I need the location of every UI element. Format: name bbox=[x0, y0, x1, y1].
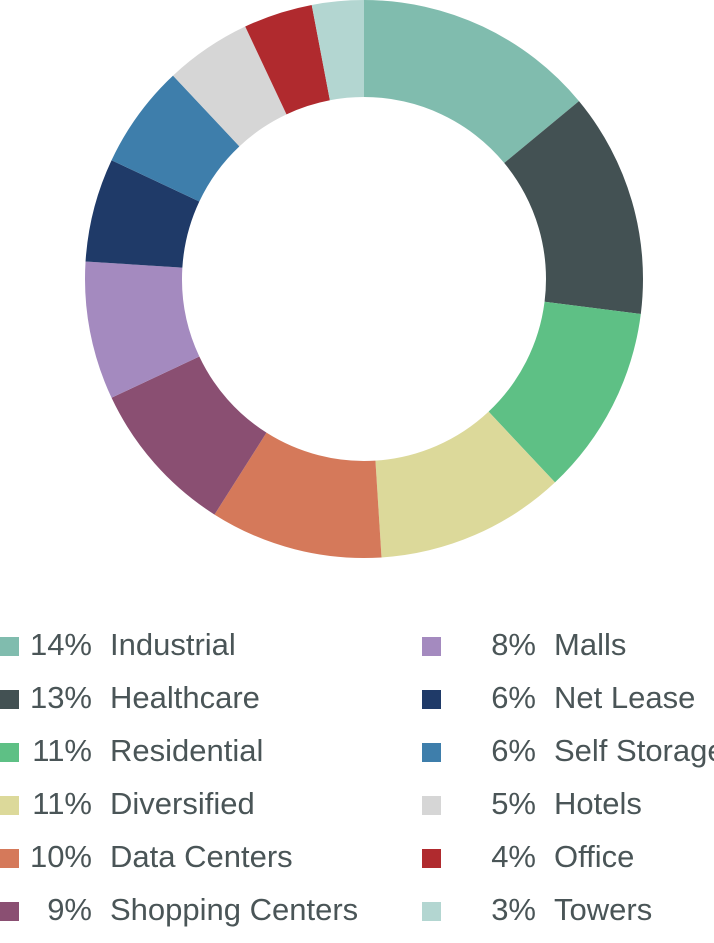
legend-label: Towers bbox=[554, 892, 653, 927]
legend-label: Malls bbox=[554, 627, 627, 662]
legend-percent: 9% bbox=[47, 892, 92, 927]
donut-slice-malls bbox=[84, 261, 200, 398]
legend-percent: 14% bbox=[29, 627, 92, 662]
legend-percent: 11% bbox=[32, 786, 92, 821]
donut-slice-office bbox=[245, 4, 330, 115]
legend-swatch bbox=[0, 849, 19, 868]
donut-chart bbox=[84, 0, 643, 558]
donut-slice-self-storage bbox=[111, 75, 240, 202]
legend-swatch bbox=[0, 902, 19, 921]
legend-percent: 10% bbox=[29, 839, 92, 874]
legend-label: Industrial bbox=[110, 627, 236, 662]
legend-swatch bbox=[0, 637, 19, 656]
legend-swatch bbox=[422, 743, 441, 762]
legend-swatch bbox=[422, 796, 441, 815]
donut-slice-residential bbox=[488, 301, 641, 483]
legend-label: Net Lease bbox=[554, 680, 696, 715]
legend-percent: 3% bbox=[491, 892, 536, 927]
legend-swatch bbox=[422, 637, 441, 656]
legend-percent: 13% bbox=[29, 680, 92, 715]
legend-percent: 4% bbox=[491, 839, 536, 874]
legend-label: Self Storage bbox=[554, 733, 714, 768]
legend-label: Hotels bbox=[554, 786, 642, 821]
legend-swatch bbox=[422, 849, 441, 868]
legend-label: Diversified bbox=[110, 786, 255, 821]
legend-swatch bbox=[0, 796, 19, 815]
legend-percent: 6% bbox=[491, 680, 536, 715]
donut-slice-towers bbox=[311, 0, 364, 101]
legend-swatch bbox=[0, 743, 19, 762]
donut-slice-data-centers bbox=[214, 432, 382, 558]
legend-label: Office bbox=[554, 839, 635, 874]
legend-label: Residential bbox=[110, 733, 264, 768]
donut-slice-net-lease bbox=[85, 160, 200, 268]
donut-slice-diversified bbox=[375, 411, 555, 558]
legend-swatch bbox=[0, 690, 19, 709]
legend-label: Data Centers bbox=[110, 839, 293, 874]
legend-label: Healthcare bbox=[110, 680, 260, 715]
donut-slice-shopping-centers bbox=[111, 356, 267, 515]
legend-percent: 6% bbox=[491, 733, 536, 768]
legend-percent: 5% bbox=[491, 786, 536, 821]
donut-slice-hotels bbox=[173, 26, 287, 147]
legend-percent: 11% bbox=[32, 733, 92, 768]
legend-swatch bbox=[422, 902, 441, 921]
donut-slice-industrial bbox=[364, 0, 579, 163]
legend-label: Shopping Centers bbox=[110, 892, 359, 927]
legend-percent: 8% bbox=[491, 627, 536, 662]
donut-slice-healthcare bbox=[504, 101, 643, 314]
legend-swatch bbox=[422, 690, 441, 709]
